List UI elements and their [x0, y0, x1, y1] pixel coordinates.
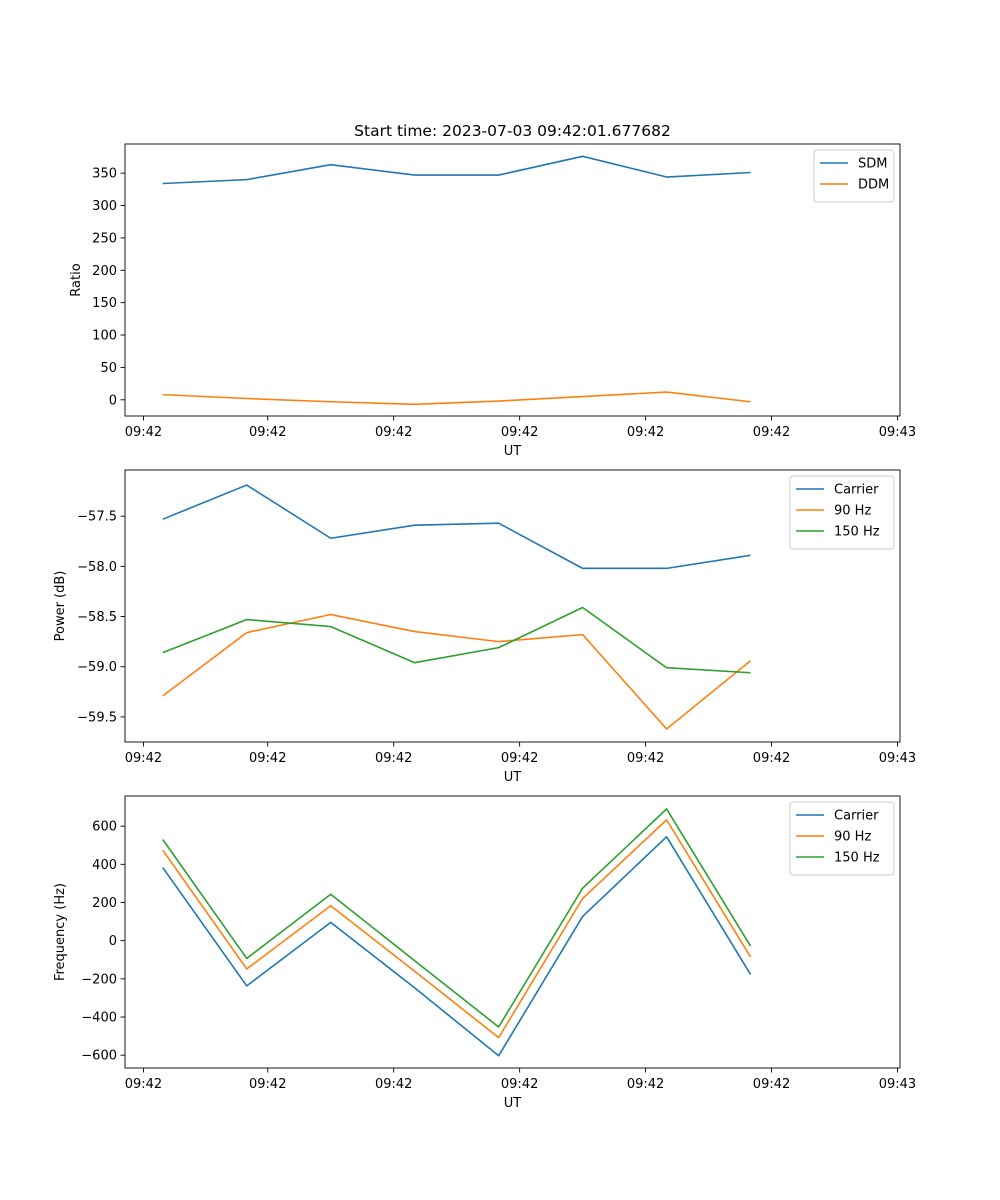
series-line-carrier [162, 484, 751, 570]
series-line-150-hz [162, 606, 751, 674]
x-tick-label: 09:42 [753, 1077, 790, 1092]
series-line-sdm [162, 155, 751, 185]
x-tick-label: 09:42 [753, 425, 790, 440]
y-tick-label: −58.5 [77, 610, 117, 625]
x-tick-label: 09:42 [125, 425, 162, 440]
y-tick-label: −59.5 [77, 710, 117, 725]
x-tick-label: 09:42 [501, 751, 538, 766]
figure-title: Start time: 2023-07-03 09:42:01.677682 [354, 122, 671, 140]
x-tick-label: 09:42 [375, 425, 412, 440]
y-tick-label: 100 [92, 329, 117, 344]
axes-frame [124, 469, 901, 743]
x-tick-label: 09:42 [125, 751, 162, 766]
x-tick-label: 09:43 [879, 751, 916, 766]
legend-label: DDM [858, 178, 889, 193]
panel-1: 09:42 09:42 09:42 09:42 09:42 09:42 09:43 0 50 10… [69, 143, 916, 459]
x-tick-label: 09:42 [249, 1077, 286, 1092]
y-tick-label: −59.0 [77, 660, 117, 675]
series-line-150-hz [162, 808, 752, 1028]
x-tick-label: 09:42 [375, 751, 412, 766]
y-tick-label: 0 [109, 393, 117, 408]
y-tick-label: 400 [92, 858, 117, 873]
y-tick-label: 0 [109, 934, 117, 949]
y-tick-label: −400 [81, 1011, 117, 1026]
y-tick-label: 350 [92, 167, 117, 182]
y-tick-label: 50 [100, 361, 117, 376]
y-tick-label: 600 [92, 820, 117, 835]
y-axis-label: Ratio [69, 263, 84, 296]
panel-2: 09:42 09:42 09:42 09:42 09:42 09:42 09:43 −59.5… [53, 469, 916, 785]
axes-frame [124, 795, 901, 1069]
y-tick-label: −58.0 [77, 560, 117, 575]
legend-label: 150 Hz [834, 525, 880, 540]
x-tick-label: 09:42 [501, 1077, 538, 1092]
legend-label: Carrier [834, 483, 879, 498]
series-line-90-hz [162, 613, 752, 730]
y-tick-label: 150 [92, 296, 117, 311]
y-tick-label: 250 [92, 231, 117, 246]
x-axis-label: UT [504, 770, 522, 785]
legend-label: 150 Hz [834, 851, 880, 866]
y-tick-label: 200 [92, 264, 117, 279]
x-tick-label: 09:42 [125, 1077, 162, 1092]
legend: Carrier 90 Hz 150 Hz [789, 801, 895, 876]
y-tick-label: 300 [92, 199, 117, 214]
x-tick-label: 09:42 [249, 425, 286, 440]
y-tick-label: −600 [81, 1049, 117, 1064]
legend-label: 90 Hz [834, 830, 871, 845]
axes-frame [124, 143, 901, 417]
series-line-90-hz [162, 819, 752, 1039]
x-tick-label: 09:42 [627, 751, 664, 766]
y-axis-label: Frequency (Hz) [53, 883, 68, 981]
panel-3: 09:42 09:42 09:42 09:42 09:42 09:42 09:43 −600 −… [53, 795, 916, 1111]
legend-label: 90 Hz [834, 504, 871, 519]
x-tick-label: 09:42 [627, 1077, 664, 1092]
x-tick-label: 09:42 [627, 425, 664, 440]
y-tick-label: −200 [81, 972, 117, 987]
y-axis-label: Power (dB) [53, 571, 68, 642]
legend-label: Carrier [834, 809, 879, 824]
x-tick-label: 09:43 [879, 1077, 916, 1092]
x-tick-label: 09:42 [501, 425, 538, 440]
x-tick-label: 09:42 [753, 751, 790, 766]
x-tick-label: 09:42 [249, 751, 286, 766]
legend-label: SDM [858, 157, 887, 172]
x-tick-label: 09:42 [375, 1077, 412, 1092]
legend: Carrier 90 Hz 150 Hz [789, 475, 895, 550]
x-axis-label: UT [504, 444, 522, 459]
x-tick-label: 09:43 [879, 425, 916, 440]
series-line-carrier [162, 836, 752, 1057]
x-axis-label: UT [504, 1096, 522, 1111]
y-tick-label: 200 [92, 896, 117, 911]
y-tick-label: −57.5 [77, 510, 117, 525]
series-line-ddm [162, 391, 751, 406]
legend: SDM DDM [813, 149, 895, 203]
